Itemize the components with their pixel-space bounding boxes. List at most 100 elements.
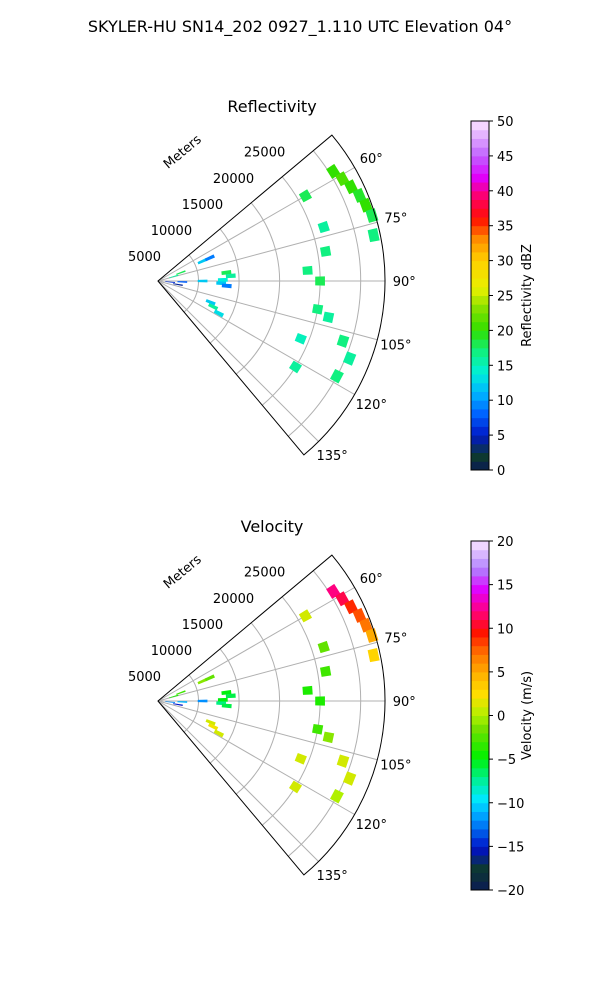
angle-tick-label: 105° — [380, 759, 411, 774]
colorbar-segment — [471, 129, 489, 139]
colorbar-segment — [471, 785, 489, 795]
range-ring — [235, 622, 281, 795]
colorbar-segment — [471, 602, 489, 612]
echo-gate — [221, 283, 232, 289]
angle-tick-label: 135° — [316, 449, 347, 464]
radial-tick-label: 25000 — [244, 566, 285, 581]
range-ring — [209, 228, 240, 344]
colorbar-segment — [471, 443, 489, 454]
colorbar-segment — [471, 872, 489, 882]
colorbar-segment — [471, 304, 489, 314]
colorbar-segment — [471, 541, 489, 551]
colorbar-segment — [471, 365, 489, 375]
colorbar-tick-label: 10 — [497, 622, 514, 637]
echo-gate — [213, 309, 225, 318]
colorbar-segment — [471, 312, 489, 323]
radial-tick-label: 5000 — [128, 250, 161, 265]
echo-gate — [298, 189, 313, 203]
echo-gate — [317, 220, 330, 234]
azimuth-gridline — [157, 700, 378, 761]
echo-gate — [177, 701, 188, 703]
angle-tick-label: 135° — [316, 869, 347, 884]
colorbar-segment — [471, 558, 489, 568]
colorbar-segment — [471, 138, 489, 148]
colorbar-segment — [471, 584, 489, 594]
colorbar-segment — [471, 400, 489, 410]
echo-gate — [320, 665, 332, 677]
colorbar-segment — [471, 208, 489, 218]
colorbar-segment — [471, 881, 489, 891]
colorbar-segment — [471, 452, 489, 462]
colorbar-segment — [471, 610, 489, 621]
colorbar-segment — [471, 828, 489, 839]
azimuth-gridline — [157, 280, 378, 341]
azimuth-gridline — [157, 641, 378, 702]
echo-gate — [335, 591, 350, 607]
echo-gate — [225, 693, 236, 699]
echo-gate — [176, 690, 186, 695]
echo-gate — [208, 723, 219, 731]
colorbar-segment — [471, 811, 489, 821]
colorbar-segment — [471, 382, 489, 392]
echo-gate — [225, 273, 236, 279]
colorbar-segment — [471, 435, 489, 445]
colorbar-segment — [471, 689, 489, 699]
echo-gate — [177, 281, 188, 283]
colorbar-segment — [471, 164, 489, 174]
echo-gate — [329, 368, 344, 384]
colorbar-segment — [471, 741, 489, 751]
panel-title: Velocity — [241, 517, 304, 536]
echo-gate — [315, 696, 325, 706]
echo-gate — [168, 694, 179, 699]
echo-gate — [221, 703, 232, 709]
panel-title: Reflectivity — [227, 97, 316, 116]
echo-gate — [197, 677, 208, 685]
radial-tick-label: 10000 — [151, 224, 192, 239]
radial-tick-label: 20000 — [213, 172, 254, 187]
colorbar-tick-label: −15 — [497, 840, 524, 855]
radial-tick-label: 5000 — [128, 670, 161, 685]
angle-tick-label: 120° — [356, 398, 387, 413]
angle-tick-label: 90° — [393, 695, 416, 710]
sector-frame — [157, 134, 386, 456]
colorbar-segment — [471, 417, 489, 427]
echo-gate — [289, 780, 303, 794]
echo-gate — [165, 281, 175, 283]
angle-tick-label: 60° — [360, 152, 383, 167]
colorbar-segment — [471, 190, 489, 201]
echo-gate — [322, 731, 335, 744]
colorbar-segment — [471, 750, 489, 760]
colorbar-segment — [471, 654, 489, 664]
colorbar-tick-label: 15 — [497, 579, 514, 594]
radial-tick-label: 15000 — [182, 618, 223, 633]
echo-gate — [217, 277, 228, 282]
colorbar-segment — [471, 147, 489, 157]
colorbar-tick-label: −20 — [497, 884, 524, 899]
echo-gate — [317, 640, 330, 654]
colorbar-segment — [471, 295, 489, 305]
echo-gate — [289, 360, 303, 374]
colorbar-segment — [471, 628, 489, 638]
echo-gate — [329, 788, 344, 804]
colorbar-segment — [471, 173, 489, 183]
echo-gate — [359, 617, 373, 633]
echo-gate — [298, 609, 313, 623]
echo-gate — [342, 771, 357, 786]
colorbar-tick-label: −5 — [497, 753, 516, 768]
echo-gate — [344, 599, 359, 615]
azimuth-gridline — [157, 587, 355, 702]
range-ring — [287, 570, 362, 857]
colorbar-segment — [471, 347, 489, 358]
echo-gate — [221, 269, 232, 275]
echo-gate — [173, 283, 183, 287]
echo-gate — [344, 179, 359, 195]
colorbar-segment — [471, 461, 489, 471]
range-ring — [209, 648, 240, 764]
colorbar-segment — [471, 391, 489, 401]
echo-gate — [312, 723, 324, 735]
range-ring — [261, 596, 321, 826]
colorbar-tick-label: 40 — [497, 185, 514, 200]
colorbar-segment — [471, 759, 489, 769]
echo-gate — [213, 729, 225, 738]
radial-axis-label: Meters — [161, 132, 205, 172]
